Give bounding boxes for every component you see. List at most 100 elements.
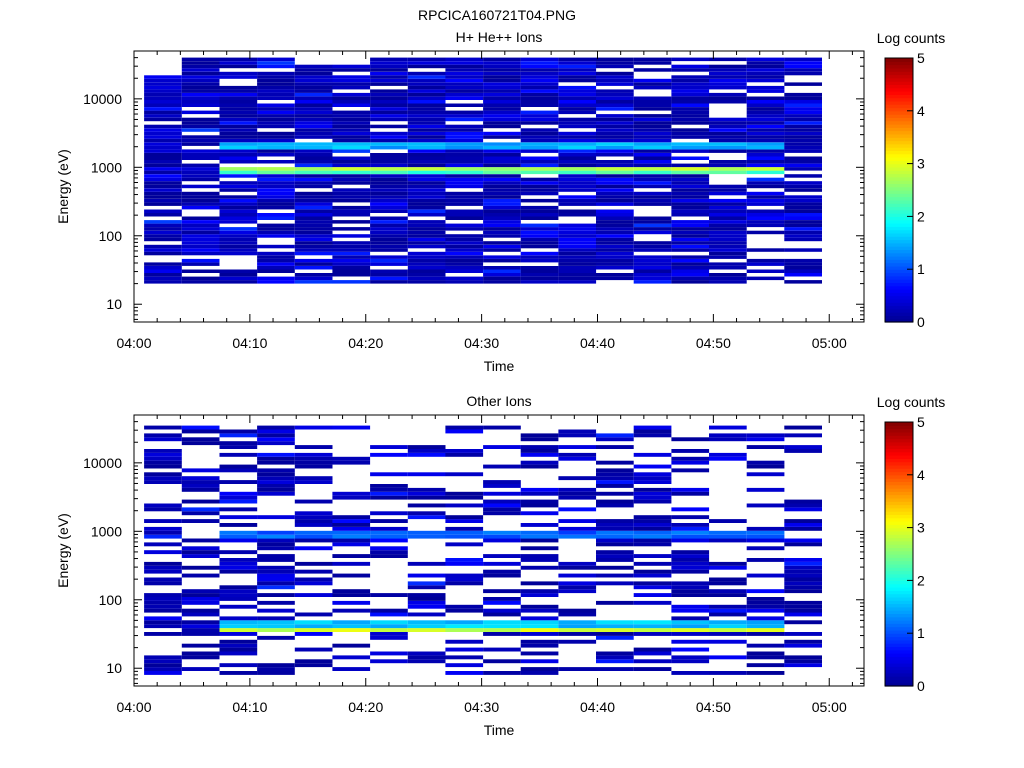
colorbar-segment xyxy=(885,289,913,293)
heatmap-cell xyxy=(596,57,634,62)
heatmap-cell xyxy=(370,117,408,122)
heatmap-cell xyxy=(558,124,597,129)
heatmap-cell xyxy=(219,569,258,574)
heatmap-cell xyxy=(784,216,822,220)
colorbar-segment xyxy=(885,679,913,684)
heatmap-cell xyxy=(144,181,182,185)
heatmap-cell xyxy=(294,191,333,196)
heatmap-cell xyxy=(445,135,484,139)
heatmap-cell xyxy=(407,234,446,238)
heatmap-cell xyxy=(332,655,371,660)
heatmap-cell xyxy=(445,647,484,652)
heatmap-cell xyxy=(558,258,597,263)
colorbar-segment xyxy=(885,583,913,588)
heatmap-cell xyxy=(483,491,521,496)
colorbar-segment xyxy=(885,524,913,529)
heatmap-cell xyxy=(671,604,710,609)
heatmap-cell xyxy=(219,565,258,570)
heatmap-cell xyxy=(257,258,295,263)
heatmap-cell xyxy=(445,191,484,196)
heatmap-cell xyxy=(407,209,446,213)
heatmap-cell xyxy=(407,276,446,281)
heatmap-cell xyxy=(746,100,785,104)
heatmap-cell xyxy=(671,156,710,160)
heatmap-cell xyxy=(671,142,710,146)
heatmap-cell xyxy=(633,138,672,143)
heatmap-cell xyxy=(445,280,484,284)
colorbar-segment xyxy=(885,534,913,539)
heatmap-cell xyxy=(596,121,634,125)
colorbar-tick-label: 3 xyxy=(917,520,925,536)
heatmap-cell xyxy=(332,142,371,146)
colorbar-segment xyxy=(885,587,913,591)
heatmap-cell xyxy=(633,145,672,150)
colorbar-segment xyxy=(885,312,913,316)
heatmap-cell xyxy=(219,71,258,76)
heatmap-cell xyxy=(520,135,559,139)
heatmap-cell xyxy=(746,437,785,442)
heatmap-cell xyxy=(558,266,597,270)
heatmap-cell xyxy=(671,131,710,136)
heatmap-cell xyxy=(709,128,747,132)
heatmap-cell xyxy=(257,71,295,76)
heatmap-cell xyxy=(219,237,258,242)
heatmap-cell xyxy=(407,107,446,111)
heatmap-cell xyxy=(294,85,333,90)
heatmap-cell xyxy=(332,620,371,625)
heatmap-cell xyxy=(784,632,822,636)
heatmap-cell xyxy=(558,526,597,531)
heatmap-cell xyxy=(746,128,785,132)
heatmap-cell xyxy=(445,255,484,259)
heatmap-cell xyxy=(257,620,295,625)
y-tick-label: 100 xyxy=(99,228,123,244)
heatmap-cell xyxy=(520,121,559,125)
heatmap-cell xyxy=(483,647,521,652)
heatmap-cell xyxy=(445,216,484,220)
heatmap-cell xyxy=(558,251,597,256)
heatmap-cell xyxy=(181,230,220,235)
heatmap-cell xyxy=(370,160,408,164)
heatmap-cell xyxy=(370,216,408,220)
heatmap-cell xyxy=(181,554,220,558)
heatmap-cell xyxy=(257,121,295,125)
heatmap-cell xyxy=(370,612,408,617)
x-tick-label: 04:00 xyxy=(116,699,151,715)
heatmap-cell xyxy=(219,195,258,199)
heatmap-cell xyxy=(445,209,484,213)
heatmap-cell xyxy=(483,507,521,512)
heatmap-cell xyxy=(483,280,521,284)
heatmap-cell xyxy=(144,251,182,256)
heatmap-cell xyxy=(671,671,710,675)
heatmap-cell xyxy=(633,100,672,104)
heatmap-cell xyxy=(633,269,672,273)
heatmap-cell xyxy=(294,251,333,256)
heatmap-cell xyxy=(370,107,408,111)
heatmap-cell xyxy=(746,530,785,535)
heatmap-cell xyxy=(445,92,484,97)
heatmap-cell xyxy=(520,138,559,143)
heatmap-cell xyxy=(558,255,597,259)
y-tick-label: 1000 xyxy=(91,523,122,539)
heatmap-cell xyxy=(671,227,710,231)
heatmap-cell xyxy=(257,64,295,69)
colorbar-segment xyxy=(885,577,913,581)
heatmap-cell xyxy=(445,258,484,263)
heatmap-cell xyxy=(181,82,220,86)
heatmap-cell xyxy=(257,188,295,192)
heatmap-cell xyxy=(784,156,822,160)
heatmap-cell xyxy=(332,198,371,203)
colorbar-segment xyxy=(885,203,913,208)
heatmap-cell xyxy=(144,480,182,484)
heatmap-cell xyxy=(257,255,295,259)
heatmap-cell xyxy=(445,234,484,238)
heatmap-cell xyxy=(407,160,446,164)
heatmap-cell xyxy=(294,103,333,107)
heatmap-cell xyxy=(709,241,747,245)
heatmap-cell xyxy=(407,170,446,175)
heatmap-cell xyxy=(294,167,333,171)
heatmap-cell xyxy=(332,573,371,578)
heatmap-cell xyxy=(671,269,710,273)
heatmap-cell xyxy=(784,600,822,605)
heatmap-cell xyxy=(407,145,446,150)
heatmap-cell xyxy=(332,460,371,465)
